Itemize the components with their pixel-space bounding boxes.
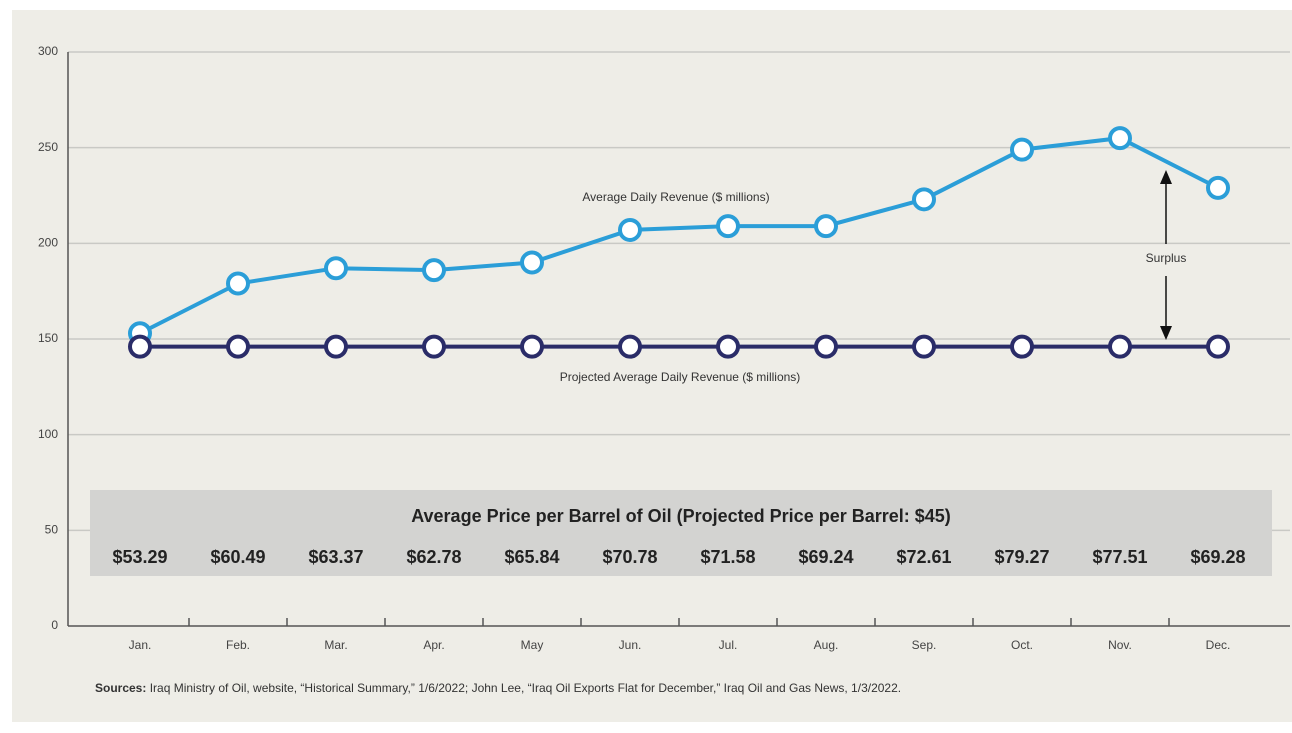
x-tick-label: Aug. [814, 638, 839, 652]
y-tick-label: 200 [38, 236, 58, 250]
y-tick-label: 100 [38, 427, 58, 441]
arrow-head [1160, 170, 1172, 184]
x-tick-label: Apr. [423, 638, 444, 652]
marker [1206, 334, 1230, 359]
price-label: $62.78 [406, 547, 461, 567]
x-tick-label: Jul. [719, 638, 738, 652]
sources-text: Iraq Ministry of Oil, website, “Historic… [150, 681, 901, 695]
price-label: $69.28 [1190, 547, 1245, 567]
y-tick-label: 250 [38, 140, 58, 154]
marker [814, 214, 838, 239]
marker [716, 214, 740, 239]
marker [324, 256, 348, 281]
price-table-box [90, 490, 1272, 576]
price-label: $65.84 [504, 547, 559, 567]
x-tick-label: Mar. [324, 638, 347, 652]
marker [226, 271, 250, 296]
marker [1010, 334, 1034, 359]
marker [1108, 334, 1132, 359]
price-label: $77.51 [1092, 547, 1147, 567]
series-line [139, 136, 1219, 336]
price-label: $72.61 [896, 547, 951, 567]
marker [422, 334, 446, 359]
price-label: $60.49 [210, 547, 265, 567]
sources: Sources: Iraq Ministry of Oil, website, … [95, 681, 901, 695]
price-label: $63.37 [308, 547, 363, 567]
y-tick-label: 300 [38, 44, 58, 58]
x-tick-label: May [521, 638, 544, 652]
price-label: $70.78 [602, 547, 657, 567]
x-tick-label: Feb. [226, 638, 250, 652]
marker [1010, 137, 1034, 162]
marker [618, 217, 642, 242]
price-label: $69.24 [798, 547, 853, 567]
marker [520, 250, 544, 275]
marker [912, 187, 936, 212]
y-tick-label: 150 [38, 331, 58, 345]
price-label: $71.58 [700, 547, 755, 567]
marker [618, 334, 642, 359]
marker [814, 334, 838, 359]
arrow-head [1160, 326, 1172, 340]
panel [12, 10, 1292, 722]
x-tick-label: Oct. [1011, 638, 1033, 652]
sources-label: Sources: [95, 681, 146, 695]
surplus-arrow [1160, 170, 1172, 340]
x-tick-label: Nov. [1108, 638, 1132, 652]
marker [422, 258, 446, 283]
x-tick-label: Jan. [129, 638, 152, 652]
x-tick-label: Jun. [619, 638, 642, 652]
y-tick-label: 0 [51, 618, 58, 632]
annotation: Surplus [1146, 251, 1187, 265]
marker [912, 334, 936, 359]
x-tick-label: Sep. [912, 638, 937, 652]
marker [324, 334, 348, 359]
x-tick-label: Dec. [1206, 638, 1231, 652]
series-label: Average Daily Revenue ($ millions) [582, 190, 769, 204]
marker [226, 334, 250, 359]
series-label: Projected Average Daily Revenue ($ milli… [560, 370, 801, 384]
price-label: $53.29 [112, 547, 167, 567]
marker [716, 334, 740, 359]
y-tick-label: 50 [45, 523, 59, 537]
price-table-title: Average Price per Barrel of Oil (Project… [411, 506, 951, 526]
marker [1108, 126, 1132, 151]
marker [128, 334, 152, 359]
marker [1206, 175, 1230, 200]
marker [520, 334, 544, 359]
price-label: $79.27 [994, 547, 1049, 567]
